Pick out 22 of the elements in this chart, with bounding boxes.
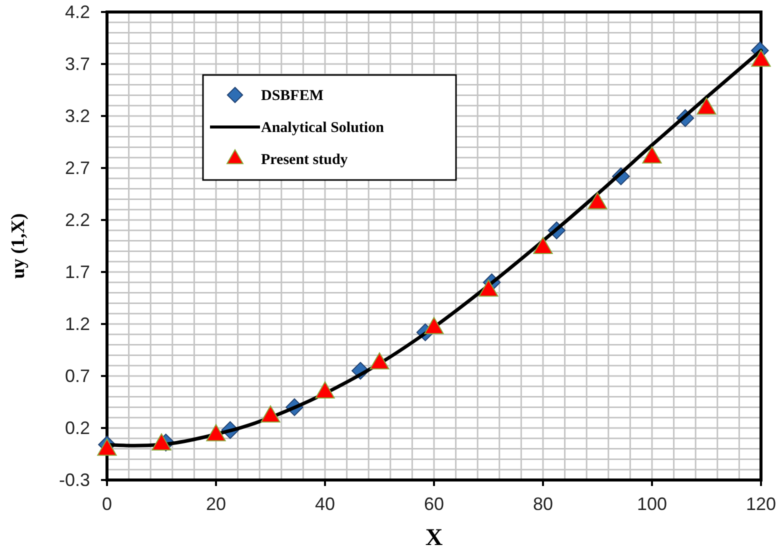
y-tick-label: 1.7 xyxy=(64,262,90,282)
y-tick-label: 0.2 xyxy=(64,418,90,438)
y-tick-label: 4.2 xyxy=(64,2,90,22)
x-tick-label: 40 xyxy=(314,494,336,514)
y-tick-label: -0.3 xyxy=(58,470,90,490)
legend-label: Present study xyxy=(261,152,348,168)
x-tick-label: 80 xyxy=(532,494,554,514)
y-tick-label: 3.7 xyxy=(64,54,90,74)
y-tick-label: 0.7 xyxy=(64,366,90,386)
y-tick-label: 2.7 xyxy=(64,158,90,178)
x-axis-title: X xyxy=(425,525,444,551)
y-tick-label: 1.2 xyxy=(64,314,90,334)
x-tick-label: 120 xyxy=(746,494,776,514)
x-tick-label: 20 xyxy=(206,494,226,514)
x-tick-label: 0 xyxy=(102,494,112,514)
y-tick-label: 2.2 xyxy=(64,210,90,230)
legend-label: DSBFEM xyxy=(261,88,324,104)
legend-label: Analytical Solution xyxy=(261,120,385,136)
y-axis-title: uy (1,X) xyxy=(8,213,29,279)
x-tick-label: 100 xyxy=(636,494,668,514)
y-tick-label: 3.2 xyxy=(64,106,90,126)
x-tick-label: 60 xyxy=(424,494,444,514)
